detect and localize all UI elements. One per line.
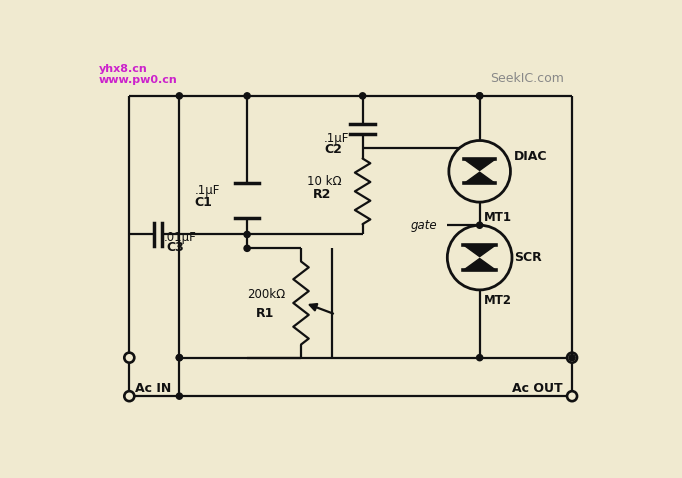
Text: Ac OUT: Ac OUT: [512, 382, 563, 395]
Text: DIAC: DIAC: [514, 150, 548, 163]
Text: SeekIC.com: SeekIC.com: [490, 72, 565, 85]
Text: .01μF: .01μF: [164, 230, 196, 244]
Text: C1: C1: [195, 196, 213, 209]
Text: C3: C3: [166, 241, 184, 254]
Text: yhx8.cn: yhx8.cn: [98, 65, 147, 74]
Circle shape: [449, 141, 510, 202]
Polygon shape: [464, 172, 495, 184]
Circle shape: [176, 393, 183, 399]
Text: R2: R2: [312, 187, 331, 200]
Circle shape: [477, 222, 483, 228]
Circle shape: [569, 355, 575, 361]
Text: 200kΩ: 200kΩ: [247, 288, 285, 301]
Text: R1: R1: [256, 307, 275, 320]
Text: C2: C2: [324, 143, 342, 156]
Circle shape: [567, 391, 577, 401]
Text: Ac IN: Ac IN: [136, 382, 172, 395]
Circle shape: [176, 355, 183, 361]
Circle shape: [176, 355, 183, 361]
Circle shape: [477, 93, 483, 99]
Circle shape: [447, 225, 512, 290]
Text: SCR: SCR: [514, 251, 542, 264]
Circle shape: [359, 93, 366, 99]
Circle shape: [477, 93, 483, 99]
Text: 10 kΩ: 10 kΩ: [307, 175, 342, 188]
Circle shape: [176, 93, 183, 99]
Polygon shape: [463, 259, 496, 271]
Circle shape: [124, 353, 134, 363]
Circle shape: [244, 231, 250, 238]
Text: .1μF: .1μF: [195, 184, 220, 197]
Text: .1μF: .1μF: [324, 132, 349, 145]
Text: gate: gate: [411, 219, 437, 232]
Polygon shape: [463, 245, 496, 257]
Circle shape: [244, 93, 250, 99]
Circle shape: [124, 391, 134, 401]
Circle shape: [567, 353, 577, 363]
Circle shape: [477, 355, 483, 361]
Polygon shape: [464, 159, 495, 171]
Text: MT2: MT2: [484, 294, 512, 307]
Circle shape: [244, 245, 250, 251]
Text: www.pw0.cn: www.pw0.cn: [98, 75, 177, 85]
Text: MT1: MT1: [484, 211, 512, 224]
